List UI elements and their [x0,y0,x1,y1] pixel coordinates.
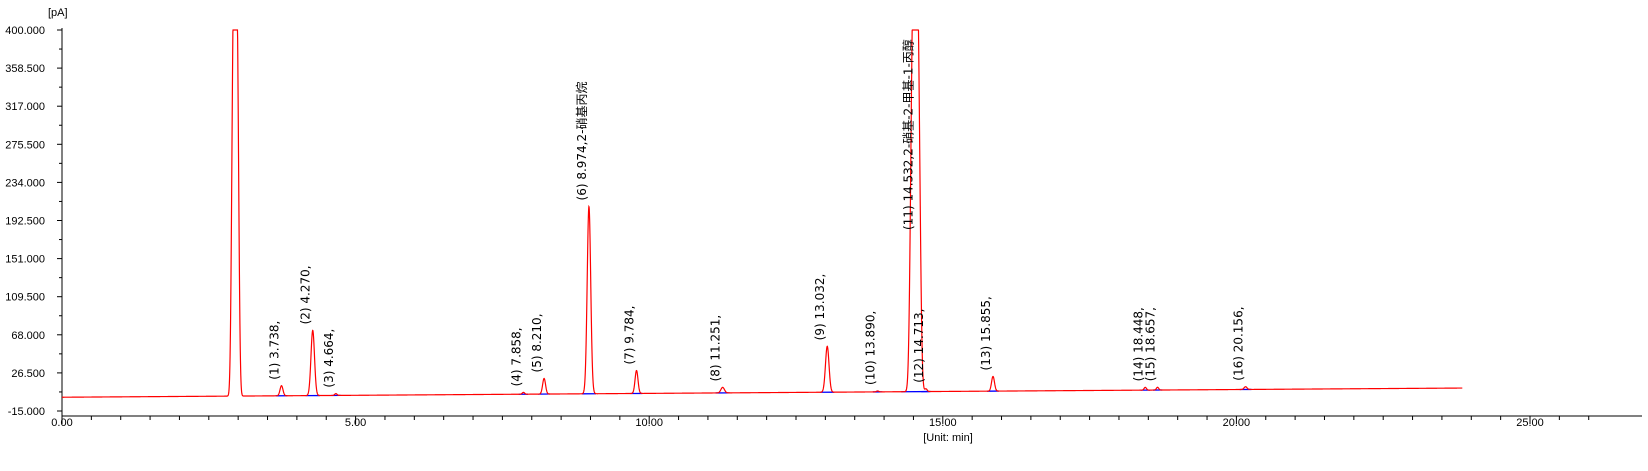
y-tick-label: 275.500 [5,139,45,151]
x-tick-label: 5.00 [345,417,366,429]
x-tick-label: 15.00 [929,417,957,429]
peak-label: (8) 11.251, [709,315,723,382]
peak-label: (7) 9.784, [623,306,637,365]
y-tick-label: 26.500 [11,368,45,380]
x-tick-label: 25.00 [1516,417,1544,429]
y-tick-label: -15.000 [8,406,45,418]
y-tick-label: 68.000 [11,330,45,342]
peak-label: (1) 3.738, [267,321,281,380]
y-tick-label: 234.000 [5,177,45,189]
peak-label: (11) 14.532,2-硝基-2-甲基-1-丙醇 [900,39,915,230]
peak-label: (9) 13.032, [813,274,827,341]
peak-label: (16) 20.156, [1232,306,1246,380]
peak-label: (13) 15.855, [979,296,993,370]
y-tick-label: 109.500 [5,292,45,304]
y-axis-ticks: 400.000 358.500 317.000 275.500 234.000 192.5… [5,25,62,418]
peak-label: (12) 14.713, [912,309,926,383]
y-axis-unit-label: [pA] [48,7,68,19]
y-tick-label: 358.500 [5,63,45,75]
y-tick-label: 317.000 [5,101,45,113]
peak-label: (14) 18.448, [1131,307,1145,381]
peak-label: (3) 4.664, [322,329,336,388]
y-tick-label: 400.000 [5,25,45,37]
peak-label: (10) 13.890, [864,311,878,385]
y-tick-label: 192.500 [5,216,45,228]
x-axis-ticks: 0.00 5.00 10.00 15.00 20.00 25.00 [51,416,1590,429]
x-axis-unit-label: [Unit: min] [923,432,973,444]
x-tick-label: 20.00 [1223,417,1251,429]
peak-label: (5) 8.210, [530,313,544,372]
peak-label: (2) 4.270, [299,265,313,324]
x-tick-label: 10.00 [635,417,663,429]
y-tick-label: 151.000 [5,254,45,266]
chromatogram-trace [62,29,1463,398]
peak-label: (6) 8.974,2-硝基丙烷 [575,82,589,201]
peak-label: (4) 7.858, [509,327,523,386]
peak-labels: (1) 3.738, (2) 4.270, (3) 4.664, (4) 7.858,… [267,39,1245,387]
x-tick-label: 0.00 [51,417,72,429]
peak-label: (15) 18.657, [1144,307,1158,381]
